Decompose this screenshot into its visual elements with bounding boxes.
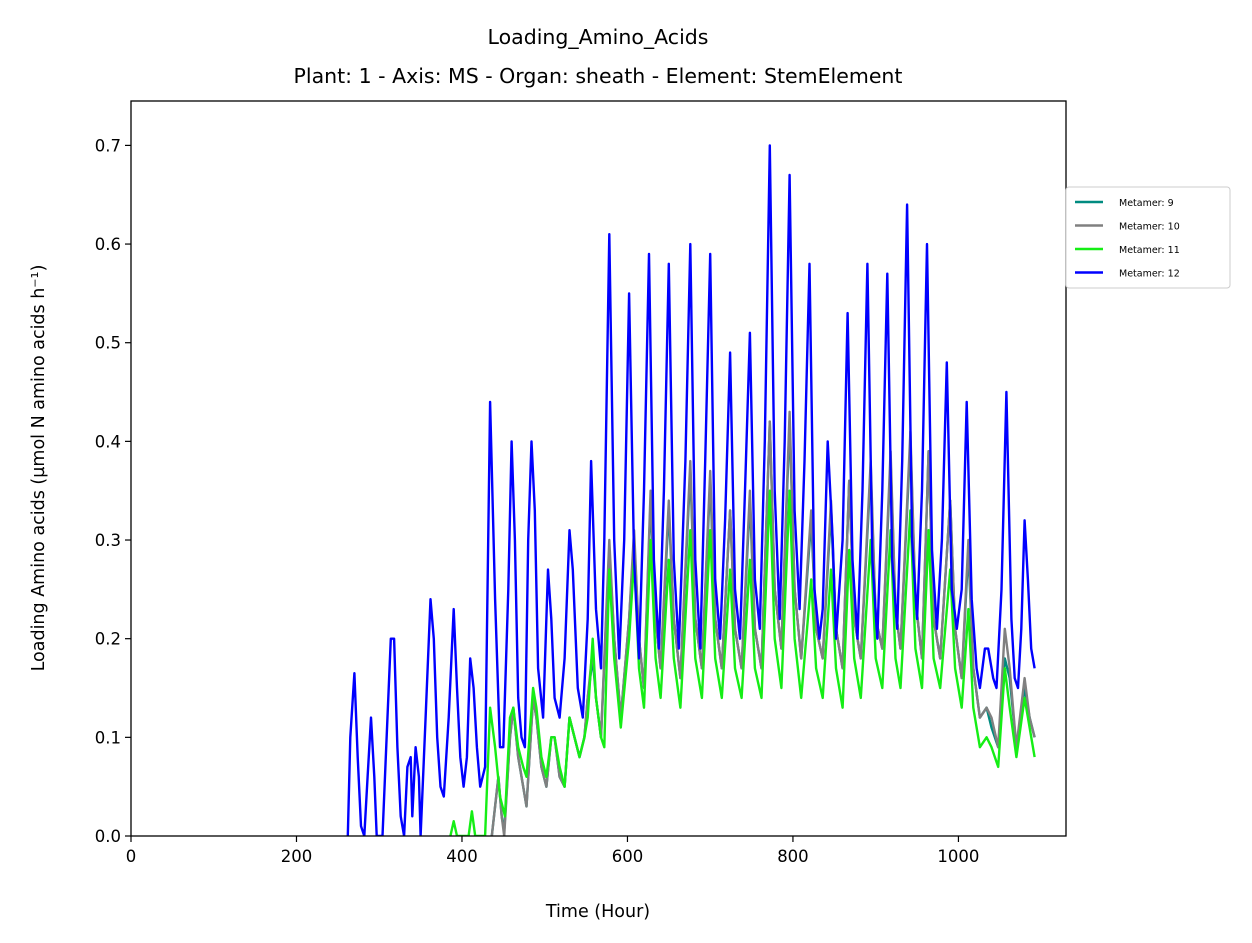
plot-frame	[130, 100, 1067, 837]
y-tick-label: 0.1	[95, 728, 121, 747]
y-axis-label: Loading Amino acids (µmol N amino acids …	[29, 265, 49, 672]
y-tick-label: 0.4	[95, 432, 121, 451]
y-tick-label: 0.5	[95, 334, 121, 353]
x-tick-label: 600	[612, 847, 644, 866]
legend-label: Metamer: 11	[1119, 245, 1180, 256]
series-lines	[346, 144, 1036, 836]
chart-subtitle: Plant: 1 - Axis: MS - Organ: sheath - El…	[294, 64, 903, 88]
y-tick-label: 0.2	[95, 630, 121, 649]
x-tick-label: 0	[126, 847, 137, 866]
series-line-4	[346, 144, 1036, 836]
legend-label: Metamer: 10	[1119, 222, 1180, 233]
legend-label: Metamer: 9	[1119, 198, 1174, 209]
x-tick-label: 1000	[937, 847, 979, 866]
x-axis: 0 200 400 600 800 1000	[126, 836, 979, 866]
legend: Metamer: 9 Metamer: 10 Metamer: 11 Metamer:…	[1065, 186, 1231, 289]
x-tick-label: 200	[281, 847, 313, 866]
x-tick-label: 800	[777, 847, 809, 866]
y-tick-label: 0.3	[95, 531, 121, 550]
chart-title: Loading_Amino_Acids	[488, 25, 709, 50]
legend-box	[1065, 186, 1231, 289]
legend-label: Metamer: 12	[1119, 269, 1180, 280]
y-tick-label: 0.7	[95, 136, 121, 155]
y-tick-label: 0.0	[95, 827, 121, 846]
x-axis-label: Time (Hour)	[545, 902, 650, 922]
y-tick-label: 0.6	[95, 235, 121, 254]
series-line-3	[449, 489, 1036, 836]
x-tick-label: 400	[446, 847, 478, 866]
y-axis: 0.0 0.1 0.2 0.3 0.4 0.5 0.6 0.7	[95, 136, 131, 846]
